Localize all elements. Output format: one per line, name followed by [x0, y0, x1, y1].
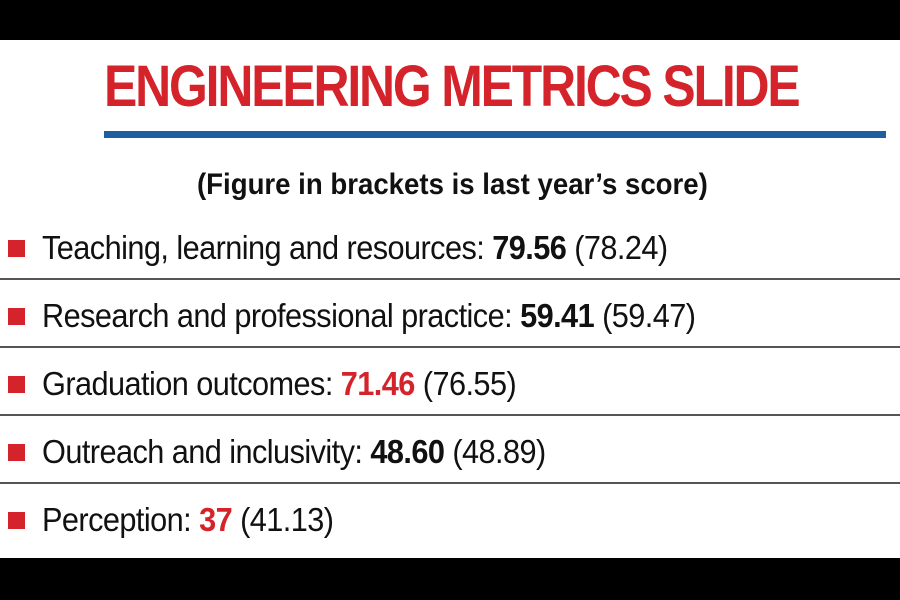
square-bullet-icon — [8, 376, 25, 393]
infographic-subtitle: (Figure in brackets is last year’s score… — [196, 168, 708, 201]
infographic-panel: ENGINEERING METRICS SLIDE (Figure in bra… — [0, 40, 900, 558]
metric-row-teaching: Teaching, learning and resources: 79.56 … — [0, 212, 900, 280]
metric-label: Research and professional practice: — [42, 297, 513, 334]
metric-previous-score: (76.55) — [422, 365, 517, 402]
square-bullet-icon — [8, 308, 25, 325]
metric-previous-score: (41.13) — [240, 501, 334, 538]
square-bullet-icon — [8, 444, 25, 461]
metric-label: Graduation outcomes: — [42, 365, 333, 402]
metrics-list: Teaching, learning and resources: 79.56 … — [0, 212, 900, 552]
metric-row-graduation: Graduation outcomes: 71.46 (76.55) — [0, 348, 900, 416]
title-underline — [104, 131, 886, 138]
metric-label: Outreach and inclusivity: — [42, 433, 363, 470]
metric-label: Perception: — [42, 501, 192, 538]
metric-score: 59.41 — [520, 297, 595, 334]
metric-score: 37 — [199, 501, 233, 538]
metric-text: Teaching, learning and resources: 79.56 … — [42, 231, 668, 264]
metric-text: Perception: 37 (41.13) — [42, 501, 334, 538]
metric-text: Outreach and inclusivity: 48.60 (48.89) — [42, 435, 546, 468]
square-bullet-icon — [8, 240, 25, 257]
infographic-title: ENGINEERING METRICS SLIDE — [104, 54, 801, 119]
metric-text: Research and professional practice: 59.4… — [42, 297, 696, 334]
metric-row-perception: Perception: 37 (41.13) — [0, 484, 900, 552]
metric-row-outreach: Outreach and inclusivity: 48.60 (48.89) — [0, 416, 900, 484]
metric-previous-score: (48.89) — [452, 433, 546, 470]
metric-row-research: Research and professional practice: 59.4… — [0, 280, 900, 348]
metric-score: 48.60 — [370, 433, 445, 470]
square-bullet-icon — [8, 512, 25, 529]
metric-score: 71.46 — [340, 365, 416, 402]
metric-text: Graduation outcomes: 71.46 (76.55) — [42, 365, 517, 402]
metric-previous-score: (59.47) — [602, 297, 696, 334]
metric-label: Teaching, learning and resources: — [42, 229, 485, 266]
metric-score: 79.56 — [492, 229, 567, 266]
metric-previous-score: (78.24) — [574, 229, 668, 266]
